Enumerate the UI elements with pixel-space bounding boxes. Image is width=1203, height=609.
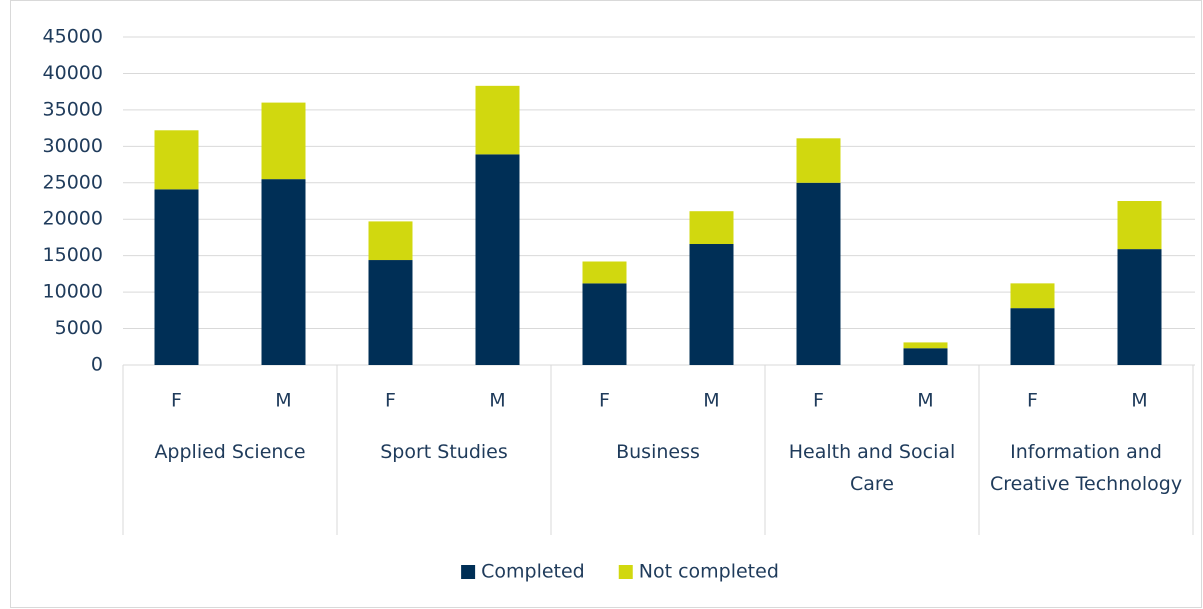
x-tick-label: M (489, 390, 505, 412)
group-label: Sport Studies (380, 441, 508, 463)
y-tick-label: 40000 (43, 62, 103, 84)
y-tick-label: 0 (91, 354, 103, 376)
legend-label: Completed (481, 561, 585, 583)
bar-segment (903, 348, 948, 365)
group-label: Business (616, 441, 700, 463)
bar-segment (796, 182, 841, 365)
y-tick-label: 15000 (43, 244, 103, 266)
x-tick-label: M (275, 390, 291, 412)
group-label: Information and Creative Technology (989, 441, 1183, 495)
legend-label: Not completed (639, 561, 779, 583)
bar-segment (689, 244, 734, 365)
y-tick-label: 5000 (55, 317, 103, 339)
bar-segment (582, 261, 627, 284)
bar-segment (1010, 283, 1055, 309)
bar-segment (154, 130, 199, 190)
x-tick-label: F (385, 390, 396, 412)
y-tick-label: 25000 (43, 171, 103, 193)
x-tick-label: M (917, 390, 933, 412)
x-tick-label: F (599, 390, 610, 412)
y-tick-label: 30000 (43, 135, 103, 157)
group-label: Health and Social Care (788, 441, 956, 495)
bar-segment (903, 342, 948, 349)
x-tick-label: F (813, 390, 824, 412)
y-tick-label: 45000 (43, 26, 103, 48)
bar-segment (261, 102, 306, 180)
y-tick-label: 20000 (43, 208, 103, 230)
y-tick-label: 35000 (43, 98, 103, 120)
legend-swatch (461, 565, 476, 579)
bar-segment (689, 211, 734, 245)
chart-border (10, 0, 1202, 608)
legend-swatch (618, 565, 633, 579)
bar-segment (368, 260, 413, 365)
group-label: Applied Science (154, 441, 306, 463)
bar-segment (1010, 308, 1055, 365)
bar-segment (796, 138, 841, 183)
bar-segment (154, 189, 199, 365)
x-tick-label: M (703, 390, 719, 412)
x-tick-label: M (1131, 390, 1147, 412)
y-tick-label: 10000 (43, 281, 103, 303)
bar-segment (475, 154, 520, 365)
bar-segment (261, 179, 306, 365)
bar-segment (1117, 201, 1162, 250)
bar-segment (475, 85, 520, 155)
bar-segment (1117, 249, 1162, 365)
bar-segment (582, 283, 627, 365)
x-tick-label: F (171, 390, 182, 412)
x-tick-label: F (1027, 390, 1038, 412)
bar-segment (368, 221, 413, 261)
